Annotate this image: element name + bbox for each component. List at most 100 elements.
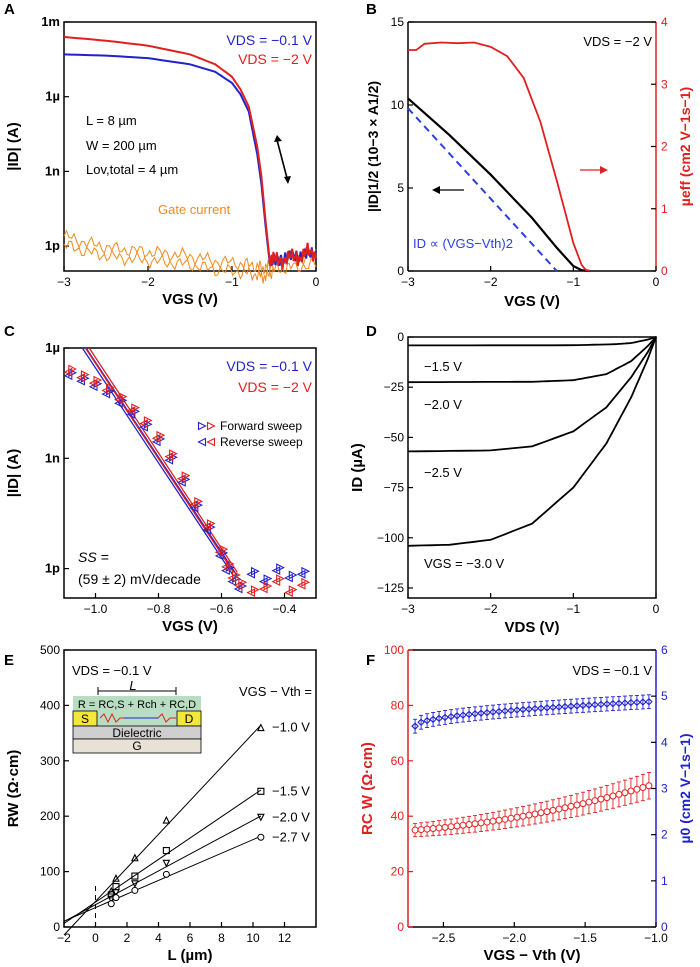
- y-tick-label: 80: [391, 698, 405, 712]
- data-point: [603, 794, 611, 802]
- data-point: [579, 701, 587, 710]
- data-point: [233, 580, 243, 590]
- data-point: [459, 711, 467, 719]
- series-label: −1.0 V: [272, 720, 310, 735]
- data-point: [483, 818, 491, 826]
- data-point: [471, 710, 479, 718]
- y-tick-label: 400: [40, 698, 60, 712]
- data-point: [164, 452, 174, 462]
- data-point: [447, 823, 455, 831]
- data-point: [609, 792, 617, 800]
- y-tick-label: −25: [384, 380, 405, 394]
- legend-entry: Reverse sweep: [220, 435, 303, 449]
- x-tick-label: −3: [57, 275, 71, 289]
- data-point: [257, 787, 265, 795]
- data-point: [579, 800, 587, 808]
- data-point: [465, 821, 473, 829]
- data-point: [162, 859, 171, 868]
- data-point: [112, 874, 120, 882]
- y-axis-label: |ID| (A): [5, 449, 22, 497]
- data-point: [107, 900, 115, 908]
- y-tick-label: 0: [397, 920, 404, 934]
- y-tick-label: 40: [391, 809, 405, 823]
- y2-tick-label: 0: [661, 264, 668, 278]
- data-point: [459, 821, 467, 829]
- x-tick-label: −0.4: [273, 602, 297, 616]
- data-point: [76, 373, 85, 382]
- data-point: [284, 573, 293, 583]
- y-tick-label: 300: [40, 754, 60, 768]
- x-tick-label: −3: [401, 275, 415, 289]
- data-point: [296, 580, 306, 590]
- linear-fit: [63, 724, 262, 936]
- panel-letter: B: [366, 1, 377, 18]
- data-point: [537, 809, 545, 817]
- data-point: [423, 716, 431, 725]
- data-point: [477, 819, 485, 827]
- data-point: [441, 713, 449, 722]
- plot-frame: [63, 21, 317, 272]
- y-tick-label: 20: [391, 865, 405, 879]
- linear-fit: [63, 789, 262, 924]
- data-point: [447, 712, 455, 721]
- data-point: [609, 699, 617, 708]
- length-bar-ends: [97, 687, 177, 695]
- annotation: L = 8 µm: [86, 113, 137, 128]
- x-tick-label: −2.0: [502, 931, 526, 945]
- x-tick-label: 10: [246, 931, 260, 945]
- x-tick-label: 0: [92, 931, 99, 945]
- resistor-chain: [99, 712, 176, 724]
- y-tick-label: 500: [40, 643, 60, 657]
- y-tick-label: 1µ: [45, 89, 60, 104]
- y-axis-label: ID (µA): [349, 443, 366, 492]
- fit-line: [407, 107, 558, 272]
- legend-entry: VDS = −0.1 V: [226, 358, 312, 374]
- annotation: −2.5 V: [424, 465, 462, 480]
- x-tick-label: −2: [484, 275, 498, 289]
- data-point: [555, 805, 563, 813]
- data-point: [256, 723, 265, 732]
- x-tick-label: −1.0: [84, 602, 108, 616]
- data-point: [495, 816, 503, 824]
- data-point: [271, 577, 281, 587]
- data-point: [221, 562, 230, 572]
- x-tick-label: 0: [313, 275, 320, 289]
- data-point: [131, 886, 139, 894]
- panel-c: C −1.0 −0.8 −0.6 −0.4 1µ 1n 1p VDS = −0.1 V VDS =…: [4, 323, 317, 635]
- x-tick-label: −0.6: [210, 602, 234, 616]
- y-tick-label: −100: [377, 531, 404, 545]
- plot-frame: [63, 347, 317, 599]
- data-point: [162, 870, 170, 878]
- data-point: [417, 718, 425, 727]
- data-point: [507, 814, 515, 822]
- x-tick-label: 0: [653, 275, 660, 289]
- output-curve: [408, 336, 657, 347]
- data-point: [151, 433, 161, 443]
- data-point: [435, 824, 443, 832]
- annotation: −1.5 V: [424, 359, 462, 374]
- output-curve: [407, 336, 657, 453]
- plot-frame: [407, 336, 657, 599]
- gate-label: G: [132, 739, 141, 753]
- annotation: Gate current: [158, 202, 231, 217]
- annotation: Lov,total = 4 µm: [86, 162, 178, 177]
- y-tick-label: 5: [397, 181, 404, 195]
- ss-fit-line: [81, 347, 235, 577]
- output-curve: [407, 336, 657, 547]
- data-point: [549, 703, 557, 712]
- data-point: [555, 703, 563, 711]
- data-point: [112, 894, 120, 902]
- data-point: [107, 895, 116, 904]
- data-point: [423, 825, 431, 833]
- legend-entry: VDS = −2 V: [238, 379, 313, 395]
- data-point: [549, 806, 557, 814]
- data-point: [483, 708, 491, 717]
- annotation: (59 ± 2) mV/decade: [78, 571, 201, 587]
- data-point: [471, 820, 479, 828]
- data-point: [453, 712, 461, 720]
- panel-letter: A: [4, 1, 15, 18]
- dielectric-label: Dielectric: [112, 726, 161, 740]
- annotation: W = 200 µm: [86, 138, 157, 153]
